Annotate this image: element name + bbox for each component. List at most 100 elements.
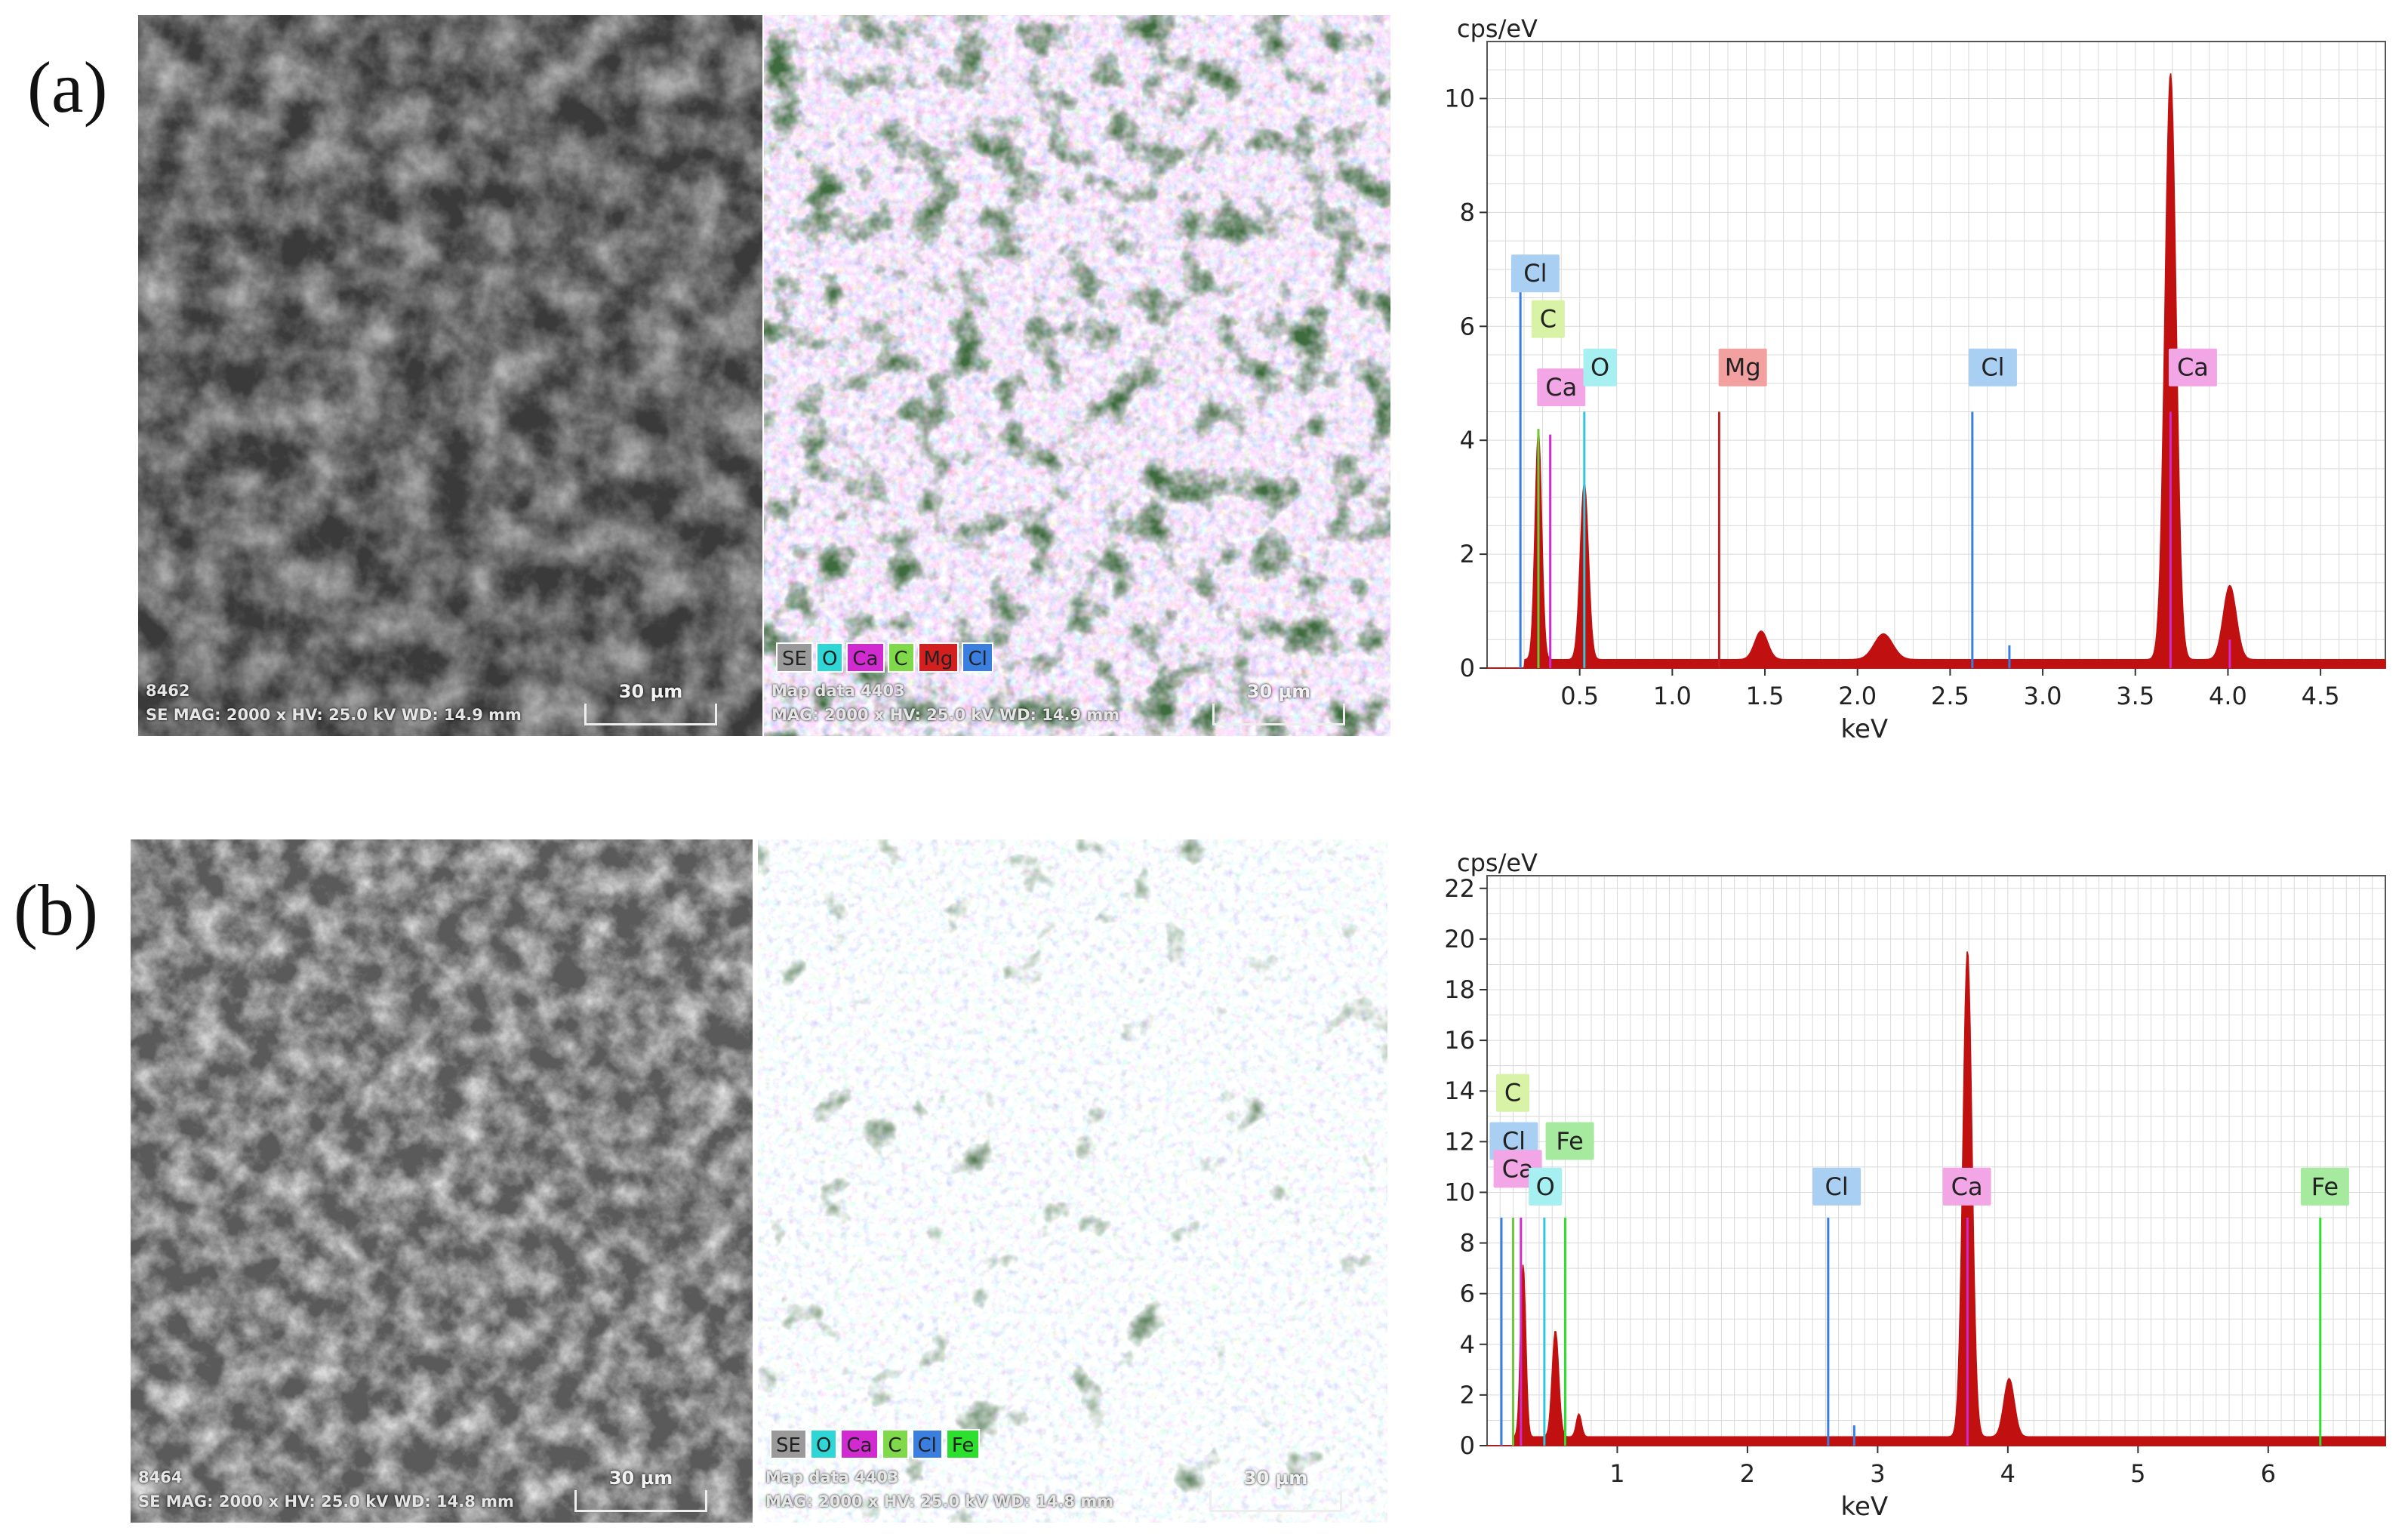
x-tick-label: 2	[1740, 1459, 1755, 1488]
element-tag-cl: Cl	[1968, 348, 2017, 387]
grid	[1487, 876, 2386, 1446]
x-tick-label: 1	[1609, 1459, 1624, 1488]
spectrum-series	[1487, 73, 2386, 669]
element-tag-ca: Ca	[1537, 368, 1586, 407]
x-tick-label: 2.0	[1838, 682, 1877, 710]
tag-label: Ca	[1502, 1154, 1534, 1183]
y-tick-label: 4	[1460, 426, 1475, 454]
x-axis-label: keV	[1840, 714, 1888, 744]
element-tag-o: O	[1529, 1167, 1563, 1206]
element-tag-o: O	[1583, 348, 1617, 387]
x-tick-label: 4	[2000, 1459, 2015, 1488]
plot-frame	[1486, 875, 2386, 1446]
tag-label: O	[1536, 1172, 1555, 1201]
element-tag-ca: Ca	[1942, 1167, 1991, 1206]
tag-label: Cl	[1523, 259, 1547, 288]
tag-label: Cl	[1825, 1172, 1849, 1201]
tag-label: C	[1540, 305, 1557, 334]
scale-label: 30 µm	[618, 681, 683, 702]
x-tick-label: 5	[2130, 1459, 2145, 1488]
tag-label: Fe	[2311, 1172, 2339, 1201]
y-tick-label: 8	[1460, 198, 1475, 226]
tag-box	[1531, 300, 1565, 338]
tag-box	[1529, 1167, 1563, 1206]
tag-box	[1496, 1073, 1530, 1112]
tag-box	[1812, 1167, 1861, 1206]
spectrum-svg-a: 0 2 4 6 8 10 0.5 1.0 1.5 2.0 2.5 3.0 3.5 4.0 4.5 cps/eV…	[1444, 14, 2386, 744]
x-tick-label: 6	[2261, 1459, 2276, 1488]
tag-box	[1942, 1167, 1991, 1206]
legend-ca: Ca	[846, 642, 885, 673]
legend-ca: Ca	[840, 1429, 879, 1459]
legend-o: O	[815, 642, 844, 673]
y-tick-label: 2	[1460, 540, 1475, 568]
scale-label: 30 µm	[1243, 1468, 1308, 1489]
element-tag-c: C	[1531, 300, 1565, 338]
x-tick-label: 4.0	[2209, 682, 2247, 710]
tag-label: O	[1591, 353, 1609, 382]
map-texture-a	[764, 15, 1390, 736]
element-tag-cl: Cl	[1812, 1167, 1861, 1206]
y-tick-label: 0	[1460, 1431, 1475, 1460]
x-tick-label: 3.5	[2116, 682, 2154, 710]
eds-map-b: SE O Ca C Cl Fe Map data 4403 MAG: 2000 …	[758, 839, 1387, 1523]
sem-texture-a	[138, 15, 762, 736]
tag-label: Ca	[2177, 353, 2209, 382]
tag-box	[1510, 254, 1560, 293]
spectrum-series	[1487, 951, 2386, 1446]
y-axis-label: cps/eV	[1457, 14, 1538, 43]
element-tag-cl: Cl	[1510, 254, 1560, 293]
tag-box	[2168, 348, 2217, 387]
tag-box	[1583, 348, 1617, 387]
x-tick-label: 2.5	[1931, 682, 1969, 710]
y-tick-label: 6	[1460, 1280, 1475, 1308]
scale-bar-map-a: 30 µm	[1212, 681, 1345, 725]
sem-id-a: 8462	[146, 682, 190, 700]
element-tag-fe: Fe	[2300, 1167, 2349, 1206]
tag-label: C	[1504, 1079, 1521, 1107]
element-tag-ca: Ca	[2168, 348, 2217, 387]
legend-cl: Cl	[911, 1429, 943, 1459]
y-axis-label: cps/eV	[1457, 849, 1538, 877]
y-tick-label: 10	[1444, 1178, 1475, 1206]
x-tick-label: 3.0	[2024, 682, 2062, 710]
legend-c: C	[887, 642, 915, 673]
map-meta2-a: MAG: 2000 x HV: 25.0 kV WD: 14.9 mm	[771, 706, 1120, 724]
tag-label: Ca	[1951, 1172, 1983, 1201]
tag-label: Fe	[1556, 1126, 1583, 1155]
tag-box	[2300, 1167, 2349, 1206]
legend-o: O	[809, 1429, 838, 1459]
y-tick-label: 18	[1444, 975, 1475, 1004]
scale-label: 30 µm	[608, 1468, 673, 1489]
map-texture-b	[758, 839, 1387, 1523]
sem-texture-b	[131, 839, 753, 1523]
y-tick-label: 16	[1444, 1026, 1475, 1055]
legend-mg: Mg	[917, 642, 959, 673]
y-tick-label: 12	[1444, 1127, 1475, 1156]
tag-box	[1537, 368, 1586, 407]
grid	[1487, 42, 2385, 668]
y-tick-label: 22	[1444, 874, 1475, 903]
map-meta1-b: Map data 4403	[765, 1468, 899, 1486]
scale-bar-sem-a: 30 µm	[584, 681, 717, 725]
map-legend-a: SE O Ca C Mg Cl	[776, 642, 993, 673]
tag-box	[1968, 348, 2017, 387]
sem-image-a: 8462 SE MAG: 2000 x HV: 25.0 kV WD: 14.9…	[138, 15, 762, 736]
y-tick-label: 14	[1444, 1076, 1475, 1105]
y-tick-label: 4	[1460, 1330, 1475, 1359]
map-meta2-b: MAG: 2000 x HV: 25.0 kV WD: 14.8 mm	[765, 1492, 1114, 1511]
y-tick-label: 8	[1460, 1229, 1475, 1258]
tag-box	[1718, 348, 1767, 387]
eds-spectrum-a: 0 2 4 6 8 10 0.5 1.0 1.5 2.0 2.5 3.0 3.5 4.0 4.5 cps/eV…	[1419, 14, 2393, 766]
y-tick-label: 6	[1460, 312, 1475, 340]
scale-bar-map-b: 30 µm	[1209, 1468, 1342, 1512]
element-tag-fe: Fe	[1545, 1122, 1594, 1160]
legend-fe: Fe	[945, 1429, 981, 1459]
x-tick-label: 4.5	[2302, 682, 2340, 710]
sem-meta-b: SE MAG: 2000 x HV: 25.0 kV WD: 14.8 mm	[138, 1492, 514, 1511]
x-axis-label: keV	[1840, 1492, 1888, 1522]
tag-label: Cl	[1981, 353, 2004, 382]
tag-box	[1545, 1122, 1594, 1160]
map-legend-b: SE O Ca C Cl Fe	[770, 1429, 981, 1459]
